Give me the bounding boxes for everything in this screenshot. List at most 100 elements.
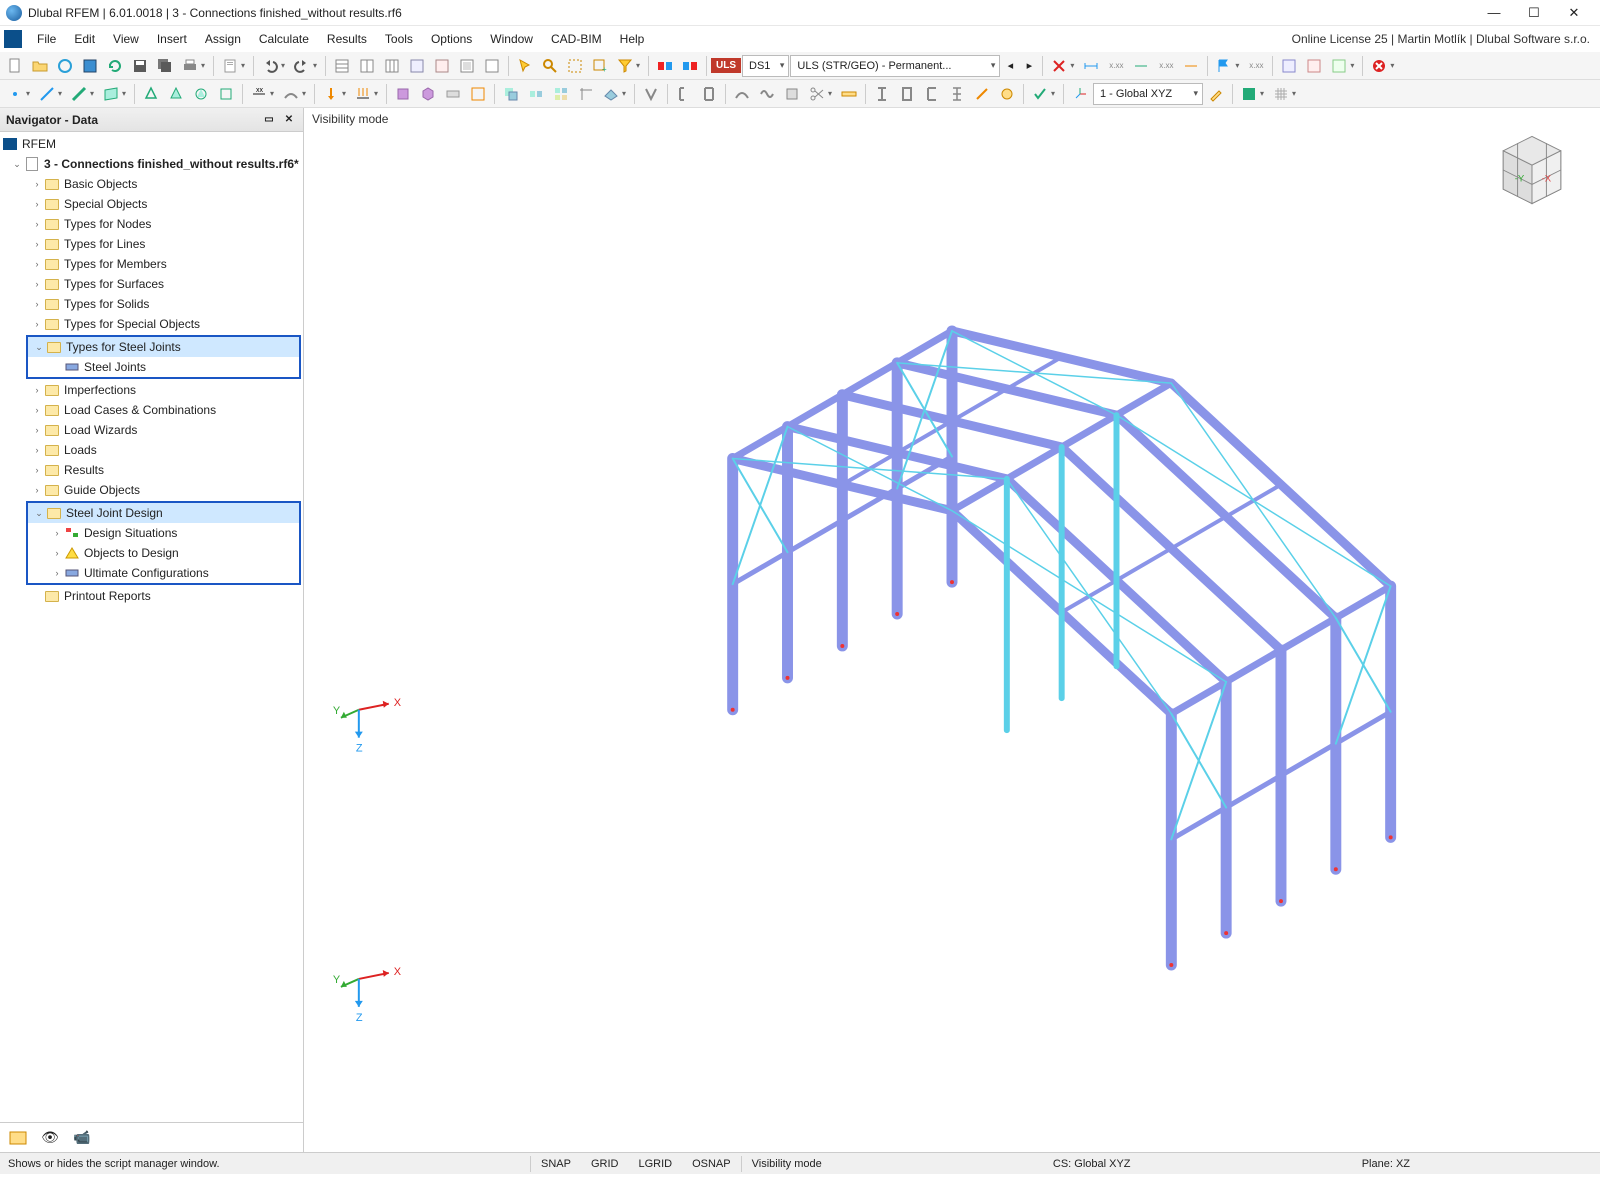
dropdown-arrow-icon[interactable]: ▾ xyxy=(622,89,630,98)
nav-tab-display-icon[interactable]: 👁 xyxy=(38,1126,62,1150)
member-icon[interactable] xyxy=(67,82,91,106)
next-case-icon[interactable]: ▸ xyxy=(1020,54,1038,78)
expand-toggle[interactable]: ⌄ xyxy=(32,508,46,519)
menu-results[interactable]: Results xyxy=(318,28,376,50)
tree-item[interactable]: › Types for Surfaces xyxy=(0,274,303,294)
menu-calculate[interactable]: Calculate xyxy=(250,28,318,50)
section-1-icon[interactable] xyxy=(870,82,894,106)
delete-icon[interactable] xyxy=(1367,54,1391,78)
tool-v-icon[interactable] xyxy=(639,82,663,106)
dropdown-arrow-icon[interactable]: ▾ xyxy=(1292,89,1300,98)
load-2-icon[interactable] xyxy=(351,82,375,106)
combo-design-situation[interactable]: DS1 xyxy=(742,55,789,77)
scissors-icon[interactable] xyxy=(805,82,829,106)
expand-toggle[interactable]: › xyxy=(30,445,44,455)
tree-item[interactable]: › Load Wizards xyxy=(0,420,303,440)
copy-3-icon[interactable] xyxy=(549,82,573,106)
x-red-icon[interactable] xyxy=(1047,54,1071,78)
combo-coordinate-system[interactable]: 1 - Global XYZ xyxy=(1093,83,1203,105)
dropdown-arrow-icon[interactable]: ▾ xyxy=(281,61,289,70)
color-box-icon[interactable] xyxy=(1237,82,1261,106)
expand-toggle[interactable]: › xyxy=(30,219,44,229)
solid-1-icon[interactable] xyxy=(391,82,415,106)
tree-item[interactable]: › Types for Lines xyxy=(0,234,303,254)
open-file-icon[interactable] xyxy=(28,54,52,78)
expand-toggle[interactable]: › xyxy=(30,465,44,475)
expand-toggle[interactable]: › xyxy=(50,528,64,538)
cs-global-icon[interactable] xyxy=(1068,82,1092,106)
select-box-icon[interactable] xyxy=(563,54,587,78)
box-tool-icon[interactable] xyxy=(780,82,804,106)
nav-tab-views-icon[interactable]: 📹 xyxy=(70,1126,94,1150)
navigator-close-icon[interactable]: ✕ xyxy=(281,112,297,128)
dim-1-icon[interactable] xyxy=(1079,54,1103,78)
layer-3-icon[interactable] xyxy=(1327,54,1351,78)
extrude-icon[interactable] xyxy=(599,82,623,106)
tree-types-steel-joints[interactable]: ⌄ Types for Steel Joints xyxy=(28,337,299,357)
menu-assign[interactable]: Assign xyxy=(196,28,250,50)
select-arrow-icon[interactable] xyxy=(513,54,537,78)
dropdown-arrow-icon[interactable]: ▾ xyxy=(122,89,130,98)
minimize-button[interactable]: — xyxy=(1474,1,1514,25)
support-4-icon[interactable] xyxy=(214,82,238,106)
tree-steel-joints[interactable]: Steel Joints xyxy=(28,357,299,377)
tree-item[interactable]: › Loads xyxy=(0,440,303,460)
status-grid[interactable]: GRID xyxy=(581,1158,629,1170)
reload-icon[interactable] xyxy=(103,54,127,78)
new-file-icon[interactable] xyxy=(3,54,27,78)
bracket-1-icon[interactable] xyxy=(672,82,696,106)
expand-toggle[interactable]: › xyxy=(50,568,64,578)
section-5-icon[interactable] xyxy=(970,82,994,106)
expand-toggle[interactable]: › xyxy=(30,485,44,495)
close-button[interactable]: ✕ xyxy=(1554,1,1594,25)
menu-file[interactable]: File xyxy=(28,28,65,50)
dropdown-arrow-icon[interactable]: ▾ xyxy=(1390,61,1398,70)
tree-item[interactable]: › Types for Members xyxy=(0,254,303,274)
expand-toggle[interactable]: › xyxy=(30,299,44,309)
select-add-icon[interactable]: + xyxy=(588,54,612,78)
viewport[interactable]: Visibility mode -Y -X X xyxy=(304,108,1600,1152)
flag-1-icon[interactable] xyxy=(1212,54,1236,78)
prev-case-icon[interactable]: ◂ xyxy=(1001,54,1019,78)
dropdown-arrow-icon[interactable]: ▾ xyxy=(90,89,98,98)
expand-toggle[interactable]: › xyxy=(30,259,44,269)
menu-window[interactable]: Window xyxy=(481,28,542,50)
dropdown-arrow-icon[interactable]: ▾ xyxy=(302,89,310,98)
table-1-icon[interactable] xyxy=(330,54,354,78)
tree-design-situations[interactable]: › Design Situations xyxy=(28,523,299,543)
line-icon[interactable] xyxy=(35,82,59,106)
expand-toggle[interactable]: › xyxy=(30,385,44,395)
status-lgrid[interactable]: LGRID xyxy=(628,1158,682,1170)
expand-toggle[interactable]: › xyxy=(30,179,44,189)
grid-icon[interactable] xyxy=(1269,82,1293,106)
save-icon[interactable] xyxy=(128,54,152,78)
dropdown-arrow-icon[interactable]: ▾ xyxy=(58,89,66,98)
solid-2-icon[interactable] xyxy=(416,82,440,106)
expand-toggle[interactable]: › xyxy=(30,319,44,329)
combo-uls[interactable]: ULS (STR/GEO) - Permanent... xyxy=(790,55,1000,77)
status-snap[interactable]: SNAP xyxy=(531,1158,581,1170)
menu-cad-bim[interactable]: CAD-BIM xyxy=(542,28,611,50)
redo-icon[interactable] xyxy=(290,54,314,78)
print-icon[interactable] xyxy=(178,54,202,78)
tree-steel-joint-design[interactable]: ⌄ Steel Joint Design xyxy=(28,503,299,523)
dropdown-arrow-icon[interactable]: ▾ xyxy=(828,89,836,98)
section-6-icon[interactable] xyxy=(995,82,1019,106)
menu-help[interactable]: Help xyxy=(611,28,654,50)
dim-3-icon[interactable] xyxy=(1179,54,1203,78)
load-1-icon[interactable] xyxy=(319,82,343,106)
undo-icon[interactable] xyxy=(258,54,282,78)
maximize-button[interactable]: ☐ xyxy=(1514,1,1554,25)
tree-item[interactable]: › Types for Special Objects xyxy=(0,314,303,334)
select-zoom-icon[interactable] xyxy=(538,54,562,78)
cycle-icon[interactable] xyxy=(53,54,77,78)
solid-3-icon[interactable] xyxy=(441,82,465,106)
table-5-icon[interactable] xyxy=(430,54,454,78)
dim-xxx-2-icon[interactable]: x.xx xyxy=(1154,54,1178,78)
tree-item[interactable]: › Load Cases & Combinations xyxy=(0,400,303,420)
tree-printout-reports[interactable]: Printout Reports xyxy=(0,586,303,606)
save-all-icon[interactable] xyxy=(153,54,177,78)
surface-icon[interactable] xyxy=(99,82,123,106)
status-osnap[interactable]: OSNAP xyxy=(682,1158,741,1170)
expand-toggle[interactable]: › xyxy=(30,405,44,415)
